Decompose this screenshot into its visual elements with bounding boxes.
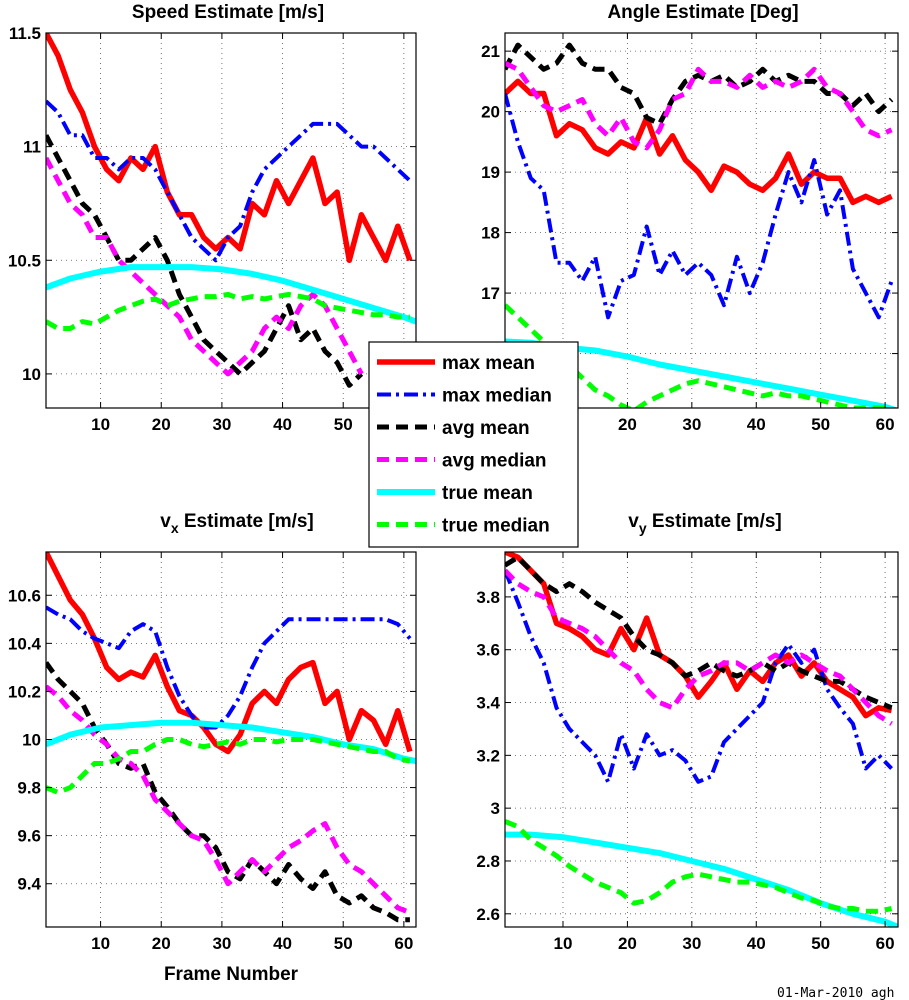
vy-ytick-label: 3.6 [476,641,500,660]
speed-series-max-median [46,99,412,263]
angle-xtick-label: 50 [811,415,830,434]
angle-ytick-label: 18 [481,224,500,243]
vy-series-true-mean [505,831,898,927]
angle-series-max-median [505,92,894,320]
angle-ytick-label: 19 [481,163,500,182]
vx-xtick-label: 60 [394,934,413,953]
speed-series-true-median [46,291,410,331]
vy-xtick-label: 30 [682,934,701,953]
speed-xtick-label: 20 [152,415,171,434]
legend-label-true-median: true median [442,516,550,537]
speed-ytick-label: 10 [22,365,41,384]
vy-plot-area [505,552,898,927]
panel-angle-estimate: Angle Estimate [Deg] 1020304050601617181… [481,2,899,434]
vx-ytick-label: 10 [22,731,41,750]
speed-ytick-label: 11 [23,138,41,157]
legend: max mean max median avg mean avg median true… [368,341,579,548]
vx-ytick-label: 9.8 [17,779,41,798]
angle-axes-box [504,32,899,409]
angle-series-avg-mean [505,42,894,127]
angle-ytick-label: 20 [481,103,500,122]
legend-box [368,341,579,548]
figure-footer: 01-Mar-2010 agh [777,986,894,1000]
vy-series-true-median [505,819,893,914]
vy-series-avg-mean [505,554,893,711]
panel-speed-estimate: Speed Estimate [m/s] 1020304050601010.51… [8,2,417,434]
vy-ytick-label: 3 [491,799,500,818]
speed-ytick-label: 11.5 [9,24,41,43]
vy-series-max-mean [505,552,893,719]
vx-ytick-label: 9.4 [17,875,41,894]
speed-xtick-label: 10 [91,415,110,434]
vx-series-true-median [46,737,411,795]
legend-label-avg-mean: avg mean [442,418,530,439]
vx-series-max-mean [46,552,413,755]
angle-series-avg-median [505,60,893,151]
vy-ytick-label: 3.8 [476,588,500,607]
vx-ytick-label: 10.4 [8,634,42,653]
vy-axes-box [504,551,899,928]
speed-series-avg-mean [46,134,364,388]
vx-xtick-label: 30 [212,934,231,953]
speed-xtick-label: 30 [212,415,231,434]
vx-series-avg-median [46,684,411,915]
vy-xtick-label: 10 [554,934,573,953]
legend-label-avg-median: avg median [442,451,547,472]
speed-plot-area [46,33,416,408]
vx-ytick-label: 10.6 [8,586,41,605]
vy-title: vy Estimate [m/s] [628,511,782,536]
vy-xtick-label: 20 [618,934,637,953]
vx-ytick-label: 10.2 [8,682,41,701]
vx-title: vx Estimate [m/s] [160,511,314,536]
vx-series-max-median [46,605,412,730]
vy-series-max-median [505,569,894,784]
vx-xtick-label: 20 [152,934,171,953]
speed-title: Speed Estimate [m/s] [132,2,324,23]
vx-ytick-label: 9.6 [17,827,41,846]
speed-ytick-label: 10.5 [8,251,41,270]
vy-xtick-label: 40 [747,934,766,953]
vx-xtick-label: 50 [334,934,353,953]
angle-series-max-mean [505,78,893,206]
vy-xtick-label: 60 [876,934,895,953]
vy-series-avg-median [505,568,893,726]
legend-label-true-mean: true mean [442,483,533,504]
vy-series-group [505,552,898,927]
vy-ytick-label: 3.4 [476,694,500,713]
speed-axes-box [45,32,417,409]
angle-ytick-label: 17 [481,284,500,303]
speed-xtick-label: 40 [273,415,292,434]
speed-series-group [46,33,416,388]
vy-xtick-label: 50 [811,934,830,953]
vx-series-group [46,552,416,923]
angle-xtick-label: 30 [682,415,701,434]
angle-xtick-label: 40 [747,415,766,434]
angle-series-true-median [505,303,892,408]
panel-vy-estimate: vy Estimate [m/s] 10 20 30 40 50 60 2.6 2.8 3 3.2… [476,511,899,953]
angle-ytick-label: 21 [481,42,500,61]
vy-ytick-label: 2.8 [476,852,500,871]
vx-xtick-label: 10 [91,934,110,953]
legend-label-max-mean: max mean [442,353,535,374]
speed-series-true-mean [46,264,416,325]
vy-ytick-label: 2.6 [476,905,500,924]
vx-xlabel: Frame Number [164,964,299,985]
angle-title: Angle Estimate [Deg] [607,2,798,23]
panel-vx-estimate: vx Estimate [m/s] Frame Number 10 20 30 40 5… [8,511,417,985]
speed-xtick-label: 50 [334,415,353,434]
vx-xtick-label: 40 [273,934,292,953]
vy-ytick-label: 3.2 [476,746,500,765]
angle-xtick-label: 60 [876,415,895,434]
angle-xtick-label: 20 [618,415,637,434]
legend-label-max-median: max median [442,386,552,407]
